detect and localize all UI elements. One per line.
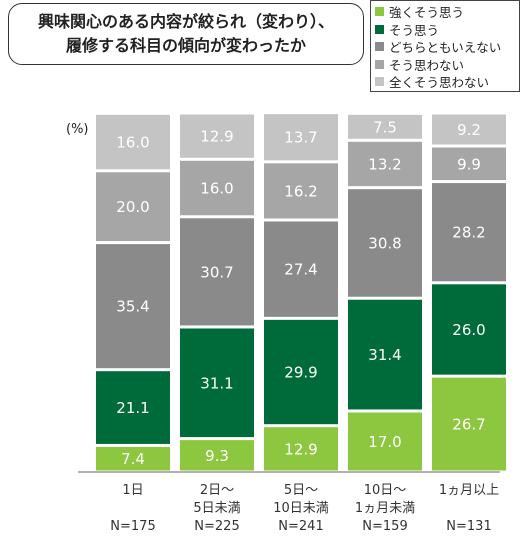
legend-item-disagree: そう思わない (375, 56, 515, 74)
data-label: 9.9 (457, 155, 481, 173)
bar-segment (96, 244, 170, 369)
data-label: 17.0 (368, 433, 401, 451)
data-label: 27.4 (284, 261, 317, 279)
bar-segment (180, 160, 254, 216)
legend-item-neutral: どちらともいえない (375, 38, 515, 56)
data-label: 28.2 (452, 224, 485, 242)
sample-size-label: N=175 (110, 519, 155, 534)
data-label: 16.2 (284, 182, 317, 200)
bar-segment (432, 284, 506, 375)
data-label: 26.7 (452, 416, 485, 434)
chart-title-line-1: 興味関心のある内容が絞られ（変わり）、 (37, 12, 334, 31)
bar-segment (180, 328, 254, 438)
category-label: 2日～ (200, 483, 234, 498)
legend-swatch (375, 24, 384, 34)
bar-segment (348, 114, 422, 139)
category-label: 1日 (122, 483, 143, 498)
category-label: 5日未満 (193, 501, 240, 516)
bar-segment (264, 221, 338, 317)
bar-segment (96, 446, 170, 471)
data-label: 7.5 (373, 118, 397, 136)
data-label: 21.1 (116, 399, 149, 417)
bar-segment (432, 147, 506, 181)
bar-segment (432, 114, 506, 145)
data-label: 13.2 (368, 155, 401, 173)
bar-segment (432, 377, 506, 471)
legend-label: そう思わない (389, 57, 465, 73)
sample-size-label: N=159 (362, 519, 407, 534)
bar-segment (96, 371, 170, 444)
legend-item-strongly-agree: 強くそう思う (375, 3, 515, 21)
legend-swatch (375, 7, 384, 17)
category-label: 5日～ (284, 483, 318, 498)
data-label: 7.4 (121, 450, 145, 468)
bar-segment (264, 319, 338, 425)
legend-label: 強くそう思う (389, 5, 465, 21)
bar-segment (96, 172, 170, 242)
legend-label: 全くそう思わない (389, 75, 490, 91)
bar-segment (348, 141, 422, 187)
bar-segment (264, 114, 338, 161)
legend-item-agree: そう思う (375, 21, 515, 39)
sample-size-label: N=241 (278, 519, 323, 534)
bar-segment (264, 427, 338, 471)
bar-segment (348, 299, 422, 410)
legend-label: どちらともいえない (389, 40, 502, 56)
data-label: 29.9 (284, 364, 317, 382)
bar-segment (96, 114, 170, 170)
data-label: 16.0 (200, 180, 233, 198)
data-label: 31.1 (200, 374, 233, 392)
data-label: 16.0 (116, 134, 149, 152)
legend-label: そう思う (389, 22, 440, 38)
data-label: 30.7 (200, 263, 233, 281)
legend-swatch (375, 77, 384, 87)
legend-swatch (375, 59, 384, 69)
bar-segment (348, 189, 422, 297)
legend-item-strongly-disagree: 全くそう思わない (375, 73, 515, 91)
legend-swatch (375, 42, 384, 52)
category-label: 1ヵ月以上 (439, 483, 499, 498)
chart-title-line-2: 履修する科目の傾向が変わったか (65, 36, 306, 55)
data-label: 9.2 (457, 121, 481, 139)
sample-size-label: N=225 (194, 519, 239, 534)
bar-segment (264, 163, 338, 219)
data-label: 13.7 (284, 129, 317, 147)
bar-segment (348, 412, 422, 471)
data-label: 12.9 (284, 440, 317, 458)
data-label: 35.4 (116, 298, 149, 316)
data-label: 20.0 (116, 198, 149, 216)
data-label: 30.8 (368, 234, 401, 252)
legend: 強くそう思う そう思う どちらともいえない そう思わない 全くそう思わない (370, 0, 520, 92)
category-label: 10日～ (364, 483, 407, 498)
bar-segment (432, 183, 506, 282)
data-label: 26.0 (452, 321, 485, 339)
data-label: 9.3 (205, 447, 229, 465)
chart-title-box: 興味関心のある内容が絞られ（変わり）、 履修する科目の傾向が変わったか (8, 3, 364, 65)
sample-size-label: N=131 (446, 519, 491, 534)
unit-label: (%) (66, 122, 89, 137)
data-label: 12.9 (200, 128, 233, 146)
category-label: 1ヵ月未満 (355, 501, 415, 516)
bar-segment (180, 218, 254, 326)
bar-segment (180, 114, 254, 158)
bar-segment (180, 440, 254, 471)
data-label: 31.4 (368, 346, 401, 364)
category-label: 10日未満 (273, 501, 329, 516)
